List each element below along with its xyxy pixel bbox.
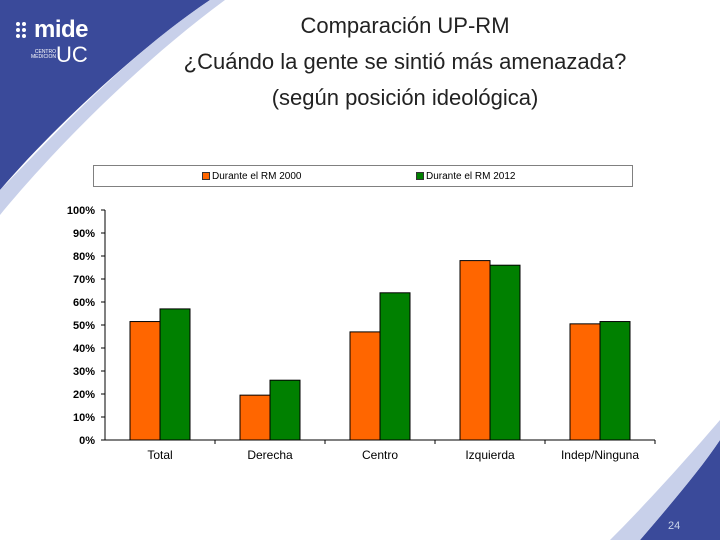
y-tick-label: 50% <box>73 320 95 332</box>
bar-2012 <box>599 321 631 441</box>
bar-2012 <box>379 292 411 441</box>
mide-uc-logo: mide UC CENTRO MEDICION <box>8 10 89 70</box>
y-tick-label: 70% <box>73 274 95 286</box>
legend-label-2012: Durante el RM 2012 <box>426 171 516 182</box>
legend-swatch-2012 <box>416 172 424 181</box>
legend-label-2000: Durante el RM 2000 <box>212 171 302 182</box>
x-tick-label: Indep/Ninguna <box>561 448 639 462</box>
chart-legend: Durante el RM 2000 Durante el RM 2012 <box>93 165 633 187</box>
bar-2000 <box>349 331 381 441</box>
dots-icon <box>16 22 26 38</box>
y-tick-label: 20% <box>73 389 95 401</box>
y-tick-label: 80% <box>73 251 95 263</box>
y-tick-label: 30% <box>73 366 95 378</box>
y-tick-label: 10% <box>73 412 95 424</box>
x-tick-label: Centro <box>362 448 398 462</box>
x-tick-label: Izquierda <box>465 448 515 462</box>
x-tick-label: Total <box>147 448 172 462</box>
y-tick-label: 0% <box>79 435 95 447</box>
y-tick-label: 100% <box>67 205 95 217</box>
legend-swatch-2000 <box>202 172 210 181</box>
logo-caption: CENTRO MEDICION <box>31 49 56 60</box>
title-line-3: (según posición ideológica) <box>271 85 539 110</box>
bar-2012 <box>269 379 301 441</box>
slide-title: Comparación UP-RM ¿Cuándo la gente se si… <box>110 8 700 116</box>
title-line-2: ¿Cuándo la gente se sintió más amenazada… <box>183 49 627 74</box>
logo-name: mide <box>34 16 89 43</box>
legend-item-2000: Durante el RM 2000 <box>202 171 302 182</box>
x-tick-label: Derecha <box>247 448 293 462</box>
bar-2000 <box>129 321 161 441</box>
bar-2000 <box>239 394 271 441</box>
logo-sub: UC <box>56 42 88 67</box>
title-line-1: Comparación UP-RM <box>300 13 510 38</box>
y-tick-label: 60% <box>73 297 95 309</box>
bar-2012 <box>159 308 191 441</box>
y-tick-label: 90% <box>73 228 95 240</box>
bar-2000 <box>459 260 491 441</box>
bar-2000 <box>569 323 601 441</box>
page-number: 24 <box>668 520 681 532</box>
y-tick-label: 40% <box>73 343 95 355</box>
legend-item-2012: Durante el RM 2012 <box>416 171 516 182</box>
bar-2012 <box>489 264 521 441</box>
